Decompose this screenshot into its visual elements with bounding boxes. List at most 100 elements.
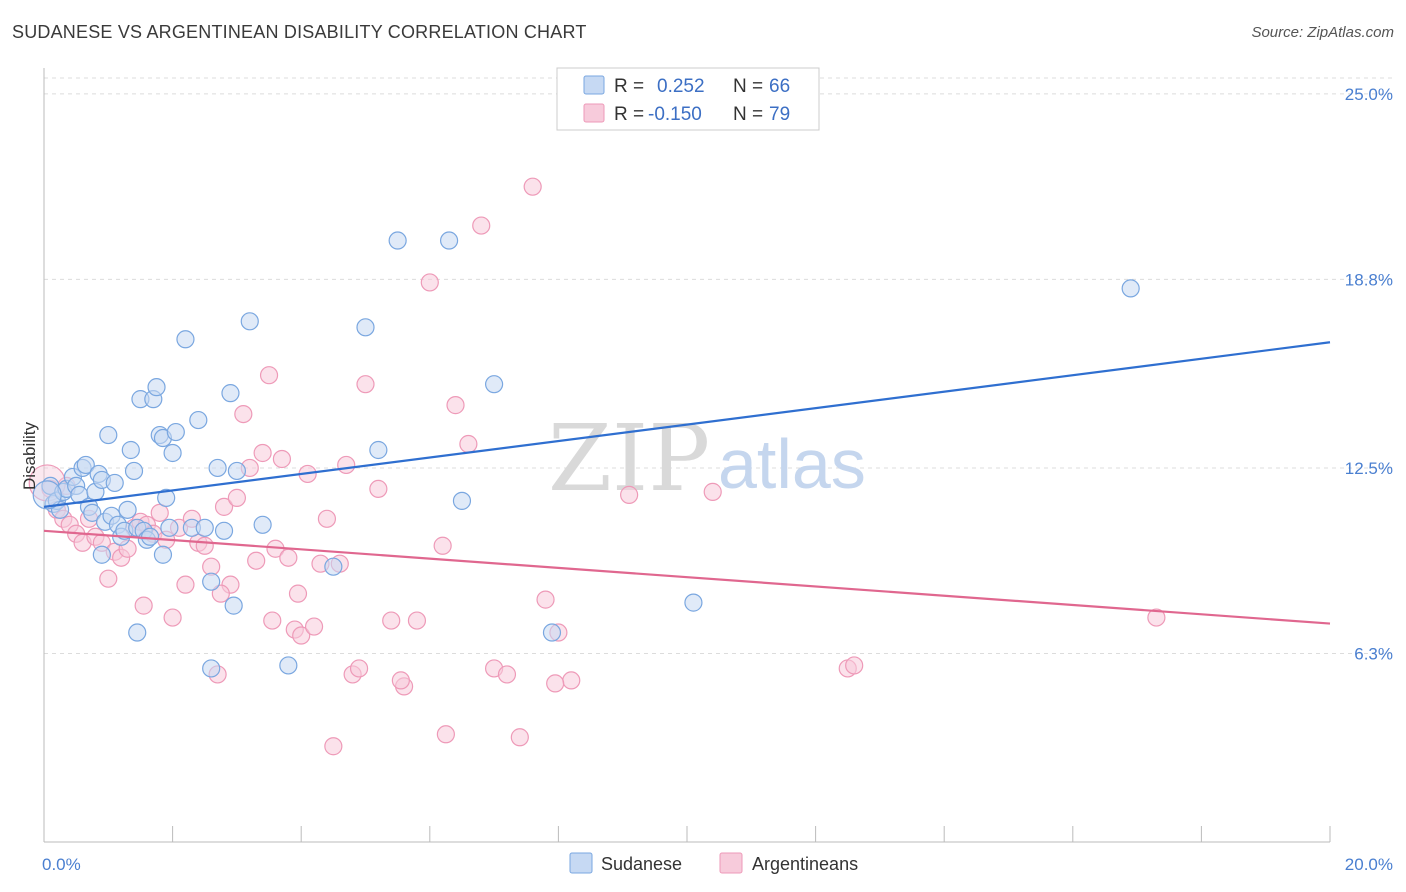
argentineans-point xyxy=(407,611,427,630)
legend-r-value-argentineans: -0.150 xyxy=(648,104,702,125)
argentineans-point xyxy=(446,396,465,415)
argentineans-point xyxy=(234,404,253,424)
bottom-legend-label-sudanese: Sudanese xyxy=(601,854,682,874)
sudanese-point xyxy=(1121,279,1140,298)
sudanese-point xyxy=(369,440,388,460)
argentineans-point xyxy=(279,548,298,567)
argentineans-point xyxy=(382,611,401,630)
y-tick-label: 25.0% xyxy=(1345,85,1393,104)
bottom-legend-label-argentineans: Argentineans xyxy=(752,854,858,874)
argentineans-point xyxy=(163,608,182,627)
argentineans-point xyxy=(134,596,153,615)
bottom-legend-swatch-sudanese xyxy=(569,852,593,874)
argentineans-point xyxy=(272,449,292,469)
argentineans-point xyxy=(472,216,491,235)
argentineans-point xyxy=(337,455,356,475)
watermark-atlas: atlas xyxy=(718,425,866,503)
series-sudanese-points xyxy=(32,231,1140,678)
axes xyxy=(43,68,1331,843)
sudanese-cluster-point xyxy=(32,480,62,510)
sudanese-point xyxy=(166,422,185,442)
legend-swatch-sudanese xyxy=(583,75,605,95)
argentineans-point xyxy=(433,536,452,555)
argentineans-point xyxy=(1147,608,1166,627)
sudanese-point xyxy=(163,443,182,463)
sudanese-point xyxy=(221,384,240,403)
bottom-legend: Sudanese Argentineans xyxy=(569,852,858,874)
argentineans-point xyxy=(391,671,410,690)
bottom-legend-swatch-argentineans xyxy=(719,852,743,874)
argentineans-point xyxy=(176,575,195,594)
sudanese-point xyxy=(356,318,375,337)
sudanese-point xyxy=(202,572,221,591)
sudanese-point xyxy=(240,312,259,331)
sudanese-point xyxy=(189,410,208,430)
legend-swatch-argentineans xyxy=(583,103,605,123)
argentineans-point xyxy=(562,671,581,690)
sudanese-point xyxy=(153,545,173,564)
argentineans-point xyxy=(317,509,337,528)
argentineans-point xyxy=(356,375,375,394)
argentineans-point xyxy=(324,737,343,756)
y-tick-label: 12.5% xyxy=(1345,459,1393,478)
argentineans-point xyxy=(288,584,308,603)
sudanese-point xyxy=(227,461,246,481)
argentineans-point xyxy=(845,656,864,675)
sudanese-point xyxy=(83,503,102,522)
argentineans-point xyxy=(523,177,542,196)
sudanese-point xyxy=(105,473,124,493)
sudanese-point xyxy=(202,659,221,678)
chart-source: Source: ZipAtlas.com xyxy=(1251,24,1394,41)
sudanese-point xyxy=(279,656,298,675)
argentineans-point xyxy=(546,674,565,693)
sudanese-point xyxy=(160,518,179,537)
sudanese-point xyxy=(388,231,407,250)
argentineans-point xyxy=(211,584,230,603)
x-tick-labels: 0.0% 20.0% xyxy=(42,855,1393,874)
argentineans-point xyxy=(459,434,478,454)
argentineans-point xyxy=(497,665,517,684)
argentineans-point xyxy=(703,482,722,501)
argentineans-point xyxy=(420,273,439,292)
chart-title: SUDANESE VS ARGENTINEAN DISABILITY CORRE… xyxy=(12,22,587,42)
sudanese-point xyxy=(324,557,343,576)
argentineans-point xyxy=(99,569,118,588)
sudanese-point xyxy=(485,375,504,394)
y-axis-label: Disability xyxy=(20,421,39,490)
sudanese-point xyxy=(452,491,472,510)
sudanese-point xyxy=(92,545,111,564)
legend-box: R = 0.252 N = 66 R = -0.150 N = 79 xyxy=(556,67,820,131)
argentineans-point xyxy=(304,617,324,636)
sudanese-point xyxy=(157,488,176,507)
y-tick-label: 18.8% xyxy=(1345,270,1393,289)
argentineans-point xyxy=(263,611,282,630)
argentineans-trend-line xyxy=(43,529,1331,625)
sudanese-trend-line xyxy=(43,341,1331,508)
argentineans-point xyxy=(195,536,214,555)
sudanese-point xyxy=(99,425,118,445)
y-tick-label: 6.3% xyxy=(1354,644,1393,663)
grid-lines xyxy=(44,77,1392,654)
argentineans-point xyxy=(436,725,455,744)
sudanese-point xyxy=(253,515,272,534)
trend-lines xyxy=(43,341,1331,625)
sudanese-point xyxy=(439,231,459,250)
argentineans-point xyxy=(536,590,555,609)
argentineans-point xyxy=(259,366,279,385)
x-tick-label: 0.0% xyxy=(42,855,81,874)
legend-n-label-sudanese: N = xyxy=(733,76,763,97)
y-tick-labels: 6.3% 12.5% 18.8% 25.0% xyxy=(1345,85,1393,664)
sudanese-point xyxy=(76,455,95,475)
sudanese-point xyxy=(124,461,144,481)
sudanese-point xyxy=(121,440,140,460)
sudanese-point xyxy=(147,378,166,397)
argentineans-point xyxy=(620,485,639,504)
sudanese-point xyxy=(224,596,243,615)
argentineans-point xyxy=(253,443,272,463)
argentineans-point xyxy=(150,503,169,522)
argentineans-point xyxy=(369,479,388,499)
legend-r-value-sudanese: 0.252 xyxy=(657,76,705,97)
x-tick-label: 20.0% xyxy=(1345,855,1393,874)
argentineans-point xyxy=(227,488,246,507)
legend-n-value-argentineans: 79 xyxy=(769,104,790,125)
